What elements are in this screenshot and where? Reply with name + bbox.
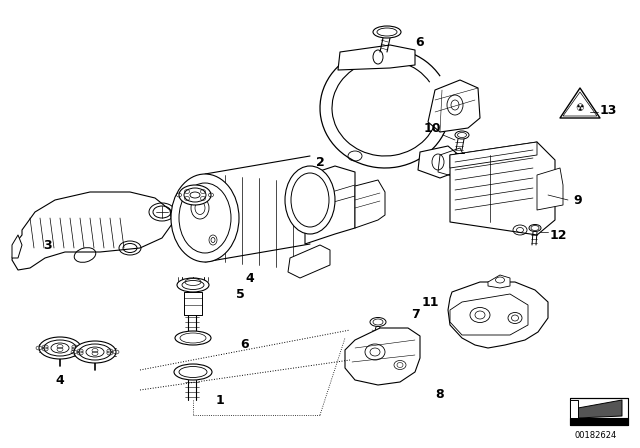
- Polygon shape: [570, 418, 628, 425]
- Text: ☢: ☢: [575, 103, 584, 113]
- Text: 12: 12: [549, 228, 567, 241]
- Text: 4: 4: [246, 271, 254, 284]
- Polygon shape: [578, 400, 622, 418]
- Polygon shape: [184, 292, 202, 315]
- Ellipse shape: [177, 278, 209, 292]
- Polygon shape: [355, 180, 385, 228]
- Polygon shape: [450, 142, 555, 235]
- Ellipse shape: [174, 364, 212, 380]
- Polygon shape: [428, 80, 480, 132]
- Text: 11: 11: [421, 296, 439, 309]
- Polygon shape: [12, 192, 172, 270]
- Ellipse shape: [179, 185, 211, 205]
- Text: 1: 1: [216, 393, 225, 406]
- Text: 10: 10: [423, 121, 441, 134]
- Text: 7: 7: [411, 309, 419, 322]
- Text: 4: 4: [56, 374, 65, 387]
- Text: 9: 9: [573, 194, 582, 207]
- Polygon shape: [450, 294, 528, 335]
- Polygon shape: [488, 275, 510, 288]
- Text: 13: 13: [599, 103, 617, 116]
- Text: 2: 2: [316, 155, 324, 168]
- Ellipse shape: [373, 26, 401, 38]
- Polygon shape: [560, 88, 600, 118]
- Text: 00182624: 00182624: [575, 431, 617, 439]
- Polygon shape: [12, 235, 22, 258]
- Text: 6: 6: [241, 339, 250, 352]
- Polygon shape: [345, 328, 420, 385]
- Ellipse shape: [74, 341, 116, 363]
- Polygon shape: [305, 166, 355, 244]
- Ellipse shape: [175, 331, 211, 345]
- Polygon shape: [570, 398, 628, 425]
- Ellipse shape: [370, 318, 386, 327]
- Polygon shape: [537, 168, 563, 210]
- Polygon shape: [338, 45, 415, 70]
- Ellipse shape: [455, 131, 469, 139]
- Ellipse shape: [529, 224, 541, 232]
- Polygon shape: [448, 282, 548, 348]
- Polygon shape: [570, 400, 578, 418]
- Ellipse shape: [39, 337, 81, 359]
- Polygon shape: [418, 146, 460, 178]
- Polygon shape: [288, 245, 330, 278]
- Ellipse shape: [171, 174, 239, 262]
- Text: 8: 8: [436, 388, 444, 401]
- Text: 5: 5: [236, 289, 244, 302]
- Text: 3: 3: [44, 238, 52, 251]
- Polygon shape: [450, 142, 537, 168]
- Text: 6: 6: [416, 35, 424, 48]
- Ellipse shape: [285, 166, 335, 234]
